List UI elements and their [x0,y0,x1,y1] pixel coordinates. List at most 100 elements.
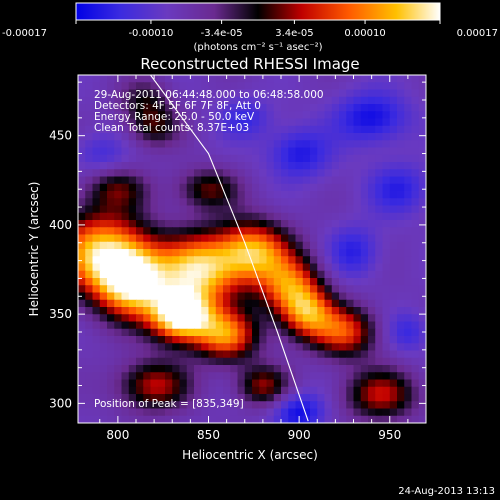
heatmap-cell [389,386,398,395]
heatmap-cell [150,379,159,388]
heatmap-cell [411,365,420,373]
heatmap-cell [92,198,101,207]
heatmap-cell [208,350,217,359]
heatmap-cell [331,82,340,91]
heatmap-cell [128,357,137,366]
heatmap-cell [208,256,217,265]
heatmap-cell [201,111,210,120]
heatmap-cell [252,169,260,178]
heatmap-cell [404,89,413,98]
heatmap-cell [143,270,152,279]
heatmap-cell [107,394,115,402]
heatmap-cell [310,299,318,308]
heatmap-cell [107,343,115,352]
heatmap-cell [244,256,253,265]
heatmap-cell [281,133,289,141]
heatmap-cell [157,104,166,112]
heatmap-cell [418,241,426,250]
heatmap-cell [302,89,311,98]
heatmap-cell [273,140,282,149]
heatmap-cell [237,285,246,294]
heatmap-cell [302,357,311,366]
heatmap-cell [92,118,101,127]
heatmap-cell [331,198,340,207]
heatmap-cell [324,96,333,105]
heatmap-cell [186,278,195,286]
heatmap-cell [252,285,260,294]
heatmap-cell [143,357,152,366]
heatmap-cell [281,292,289,301]
heatmap-cell [382,379,391,388]
heatmap-cell [85,205,94,214]
heatmap-cell [215,270,224,279]
heatmap-cell [281,75,289,83]
heatmap-cell [353,256,362,265]
heatmap-cell [99,249,108,257]
heatmap-cell [78,162,86,170]
heatmap-cell [382,198,391,207]
heatmap-cell [208,234,217,243]
heatmap-cell [273,147,282,156]
heatmap-cell [165,394,173,402]
heatmap-cell [389,350,398,359]
heatmap-cell [310,212,318,221]
heatmap-cell [215,379,224,388]
heatmap-cell [397,292,405,301]
heatmap-cell [78,205,86,214]
heatmap-cell [215,307,224,315]
heatmap-cell [143,176,152,185]
heatmap-cell [368,343,376,352]
heatmap-cell [404,162,413,170]
heatmap-cell [360,162,369,170]
heatmap-cell [208,394,217,402]
heatmap-cell [324,336,333,344]
heatmap-cell [237,357,246,366]
heatmap-cell [295,299,304,308]
heatmap-cell [223,111,231,120]
heatmap-cell [128,234,137,243]
heatmap-cell [114,191,123,199]
heatmap-cell [128,241,137,250]
heatmap-cell [339,343,347,352]
heatmap-cell [230,111,239,120]
heatmap-cell [128,408,137,417]
heatmap-cell [317,220,326,228]
heatmap-cell [310,394,318,402]
heatmap-cell [208,314,217,323]
heatmap-cell [404,263,413,272]
heatmap-cell [99,104,108,112]
heatmap-cell [266,328,275,337]
heatmap-cell [281,89,289,98]
heatmap-cell [411,75,420,83]
heatmap-cell [302,270,311,279]
heatmap-cell [346,263,355,272]
heatmap-cell [165,328,173,337]
heatmap-cell [150,205,159,214]
heatmap-cell [288,292,297,301]
heatmap-cell [418,336,426,344]
heatmap-cell [397,249,405,257]
heatmap-cell [339,328,347,337]
heatmap-cell [230,401,239,410]
heatmap-cell [136,125,144,134]
heatmap-cell [99,270,108,279]
heatmap-cell [353,75,362,83]
heatmap-cell [208,133,217,141]
heatmap-cell [143,169,152,178]
heatmap-cell [353,96,362,105]
heatmap-cell [353,328,362,337]
heatmap-cell [331,169,340,178]
heatmap-cell [252,140,260,149]
heatmap-cell [339,307,347,315]
heatmap-cell [157,386,166,395]
heatmap-cell [92,104,101,112]
heatmap-cell [237,191,246,199]
heatmap-cell [92,278,101,286]
heatmap-cell [331,162,340,170]
heatmap-cell [266,307,275,315]
heatmap-cell [143,205,152,214]
heatmap-cell [360,408,369,417]
heatmap-cell [215,75,224,83]
heatmap-cell [252,321,260,330]
heatmap-cell [114,321,123,330]
